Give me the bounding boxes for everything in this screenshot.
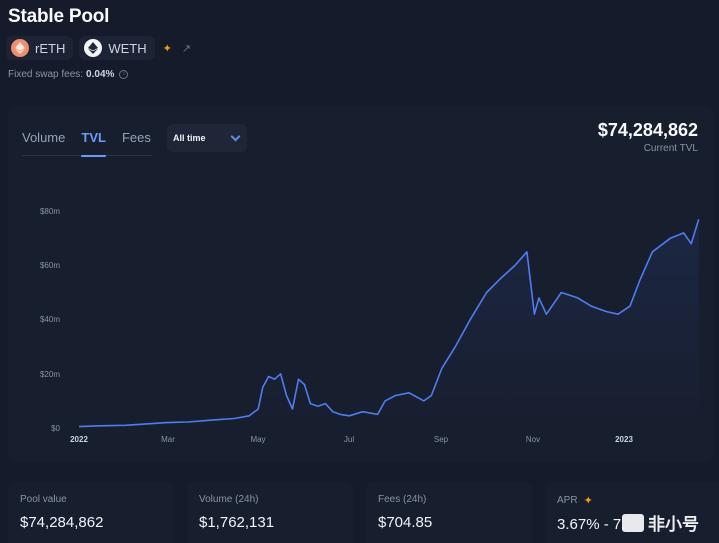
swap-fees-value: 0.04%: [86, 69, 115, 80]
y-axis: $80m $60m $40m $20m $0: [40, 207, 61, 433]
sparkle-icon[interactable]: ✦: [162, 42, 172, 55]
tvl-line: [78, 219, 700, 428]
time-range-value: All time: [173, 133, 206, 143]
x-tick: Mar: [161, 435, 175, 444]
stat-value: $1,762,131: [199, 514, 275, 531]
stat-card-volume: Volume (24h) $1,762,131: [187, 482, 353, 543]
current-tvl: $74,284,862 Current TVL: [598, 120, 698, 154]
x-tick: 2023: [615, 435, 633, 444]
stat-value: 3.67% - 7.: [557, 516, 626, 533]
stat-label: Fees (24h): [378, 494, 427, 505]
current-tvl-caption: Current TVL: [643, 143, 698, 154]
sparkle-icon[interactable]: ✦: [583, 495, 593, 507]
stat-label: APR ✦: [557, 494, 713, 507]
reth-icon: [11, 39, 29, 57]
eth-icon: [84, 39, 103, 57]
tvl-area: [79, 219, 699, 428]
stat-card-pool-value: Pool value $74,284,862: [8, 482, 174, 543]
watermark: 非小号: [622, 510, 699, 535]
token-label: rETH: [35, 40, 66, 56]
stat-card-fees: Fees (24h) $704.85: [366, 482, 532, 543]
current-tvl-value: $74,284,862: [597, 120, 698, 140]
stat-value: $704.85: [378, 514, 433, 531]
page-title: Stable Pool: [8, 6, 110, 27]
tvl-line-chart[interactable]: $80m $60m $40m $20m $0 2022 Mar May Jul …: [8, 106, 714, 462]
token-chip-reth[interactable]: rETH: [6, 36, 74, 60]
token-label: WETH: [108, 40, 147, 56]
y-tick: $60m: [40, 261, 60, 270]
arrow-up-right-icon[interactable]: ↗: [181, 42, 192, 55]
watermark-text: 非小号: [648, 515, 699, 534]
info-icon[interactable]: i: [119, 70, 129, 79]
swap-fees-label: Fixed swap fees:: [8, 69, 84, 80]
chart-tabs: Volume TVL Fees: [22, 126, 152, 157]
x-tick: Sep: [434, 435, 449, 444]
stat-card-apr: APR ✦ 3.67% - 7.: [545, 482, 719, 543]
y-tick: $80m: [40, 207, 60, 216]
x-tick: Nov: [526, 435, 540, 444]
time-range-select[interactable]: All time: [167, 124, 247, 152]
token-chip-weth[interactable]: WETH: [79, 36, 155, 60]
token-list: rETH WETH ✦ ↗: [6, 36, 191, 60]
y-tick: $20m: [40, 370, 60, 379]
tab-tvl[interactable]: TVL: [81, 126, 106, 157]
swap-fees: Fixed swap fees: 0.04% i: [8, 69, 129, 80]
stat-label: Pool value: [20, 494, 67, 505]
x-tick: May: [250, 435, 265, 444]
y-tick: $0: [51, 424, 60, 433]
apr-label: APR: [557, 495, 578, 506]
x-tick: Jul: [344, 435, 354, 444]
tab-fees[interactable]: Fees: [121, 130, 151, 145]
stat-value: $74,284,862: [20, 514, 104, 531]
watermark-logo-icon: [622, 513, 644, 532]
tab-volume[interactable]: Volume: [22, 130, 66, 145]
x-axis: 2022 Mar May Jul Sep Nov 2023: [70, 435, 633, 444]
x-tick: 2022: [70, 435, 88, 444]
stat-label: Volume (24h): [199, 494, 259, 505]
y-tick: $40m: [40, 315, 60, 324]
tvl-chart-card: Volume TVL Fees All time $74,284,862 Cur…: [8, 106, 714, 462]
